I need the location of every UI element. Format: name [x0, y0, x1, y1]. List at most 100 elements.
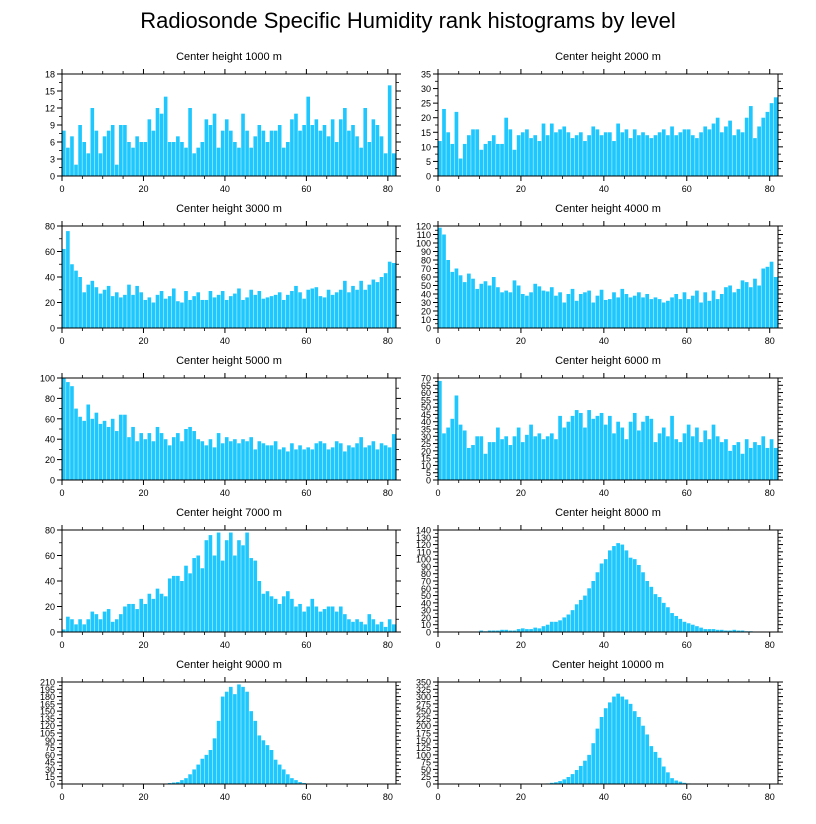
panel-8-bar: [661, 602, 666, 632]
panel-8-title: Center height 8000 m: [555, 507, 661, 519]
panel-9-bar: [277, 764, 282, 784]
panel-8-bar: [653, 594, 658, 632]
panel-1-bar: [78, 125, 82, 176]
panel-6-bar: [496, 427, 500, 480]
panel-10-xtick-label: 60: [682, 792, 692, 802]
panel-6-bar: [703, 430, 708, 480]
panel-1-bar: [334, 142, 339, 176]
panel-5-xtick-label: 80: [383, 488, 393, 498]
panel-1-bar: [90, 108, 95, 176]
panel-6-bar: [653, 442, 658, 480]
panel-7-xtick-label: 80: [383, 640, 393, 650]
panel-3-bar: [355, 289, 359, 328]
panel-1-ytick-label: 0: [50, 172, 55, 182]
panel-1-bar: [114, 164, 119, 176]
panel-2-bar: [595, 129, 600, 176]
panel-5-bar: [290, 443, 294, 480]
panel-9-bar: [220, 696, 225, 784]
panel-9-ytick-label: 45: [45, 758, 55, 768]
panel-7-bar: [277, 603, 282, 632]
panel-3-bar: [367, 284, 372, 328]
panel-2-bar: [715, 117, 720, 176]
panel-7-bar: [294, 606, 298, 632]
panel-1-bar: [127, 142, 131, 176]
panel-3-bar: [131, 294, 135, 328]
panel-4-ytick-label: 50: [421, 281, 431, 291]
panel-2-bar: [562, 126, 567, 176]
panel-6-bar: [537, 433, 542, 480]
panel-6-bar: [516, 427, 521, 480]
panel-7-bar: [220, 560, 225, 632]
panel-5-bar: [229, 441, 233, 480]
panel-9-bar: [216, 720, 221, 784]
panel-5-bar: [273, 441, 278, 480]
panel-6-bar: [637, 430, 641, 480]
panel-3-bar: [123, 294, 127, 328]
panel-6-bar: [533, 436, 538, 480]
panel-8-bar: [516, 629, 521, 632]
panel-7-bar: [200, 568, 205, 632]
panel-3-bar: [290, 291, 294, 328]
panel-8-bar: [554, 621, 558, 632]
panel-2-bar: [500, 143, 504, 176]
panel-3-xtick-label: 0: [59, 336, 64, 346]
panel-10-bar: [591, 743, 596, 784]
panel-3-bar: [286, 294, 290, 328]
panel-8-bar: [649, 586, 654, 632]
panel-7-bar: [196, 555, 201, 632]
panel-2-bar: [753, 138, 757, 176]
panel-1-bar: [233, 142, 237, 176]
panel-5-bar: [135, 441, 139, 480]
panel-10-bar: [583, 760, 587, 784]
panel-8-bar: [491, 630, 496, 632]
panel-5-bar: [286, 451, 290, 480]
panel-1-bar: [110, 125, 115, 176]
panel-6-bar: [471, 445, 475, 480]
panel-9-xtick-label: 80: [383, 792, 393, 802]
panel-10-ytick-label: 50: [421, 765, 431, 775]
panel-3-bar: [212, 297, 217, 328]
panel-6-bar: [661, 427, 666, 480]
panel-8-xtick-label: 60: [682, 640, 692, 650]
panel-7-bar: [163, 596, 168, 632]
panel-4-bar: [574, 300, 579, 328]
panel-6-bar: [545, 436, 550, 480]
panel-8-bar: [595, 572, 600, 632]
panel-6-ytick-label: 0: [426, 476, 431, 486]
panel-8-bar: [587, 588, 591, 632]
panel-9-bar: [229, 686, 233, 784]
panel-6-bar: [695, 427, 699, 480]
panel-8-bar: [599, 563, 604, 632]
panel-2-bar: [711, 123, 716, 176]
panel-8-ytick-label: 30: [421, 606, 431, 616]
panel-2-bar: [454, 111, 459, 176]
panel-4-ytick-label: 100: [416, 239, 431, 249]
panel-4-bar: [491, 277, 496, 328]
panel-1-bar: [70, 136, 74, 176]
panel-3-bar: [155, 294, 160, 328]
panel-10-bar: [612, 696, 616, 784]
panel-1-ytick-label: 9: [50, 121, 55, 131]
panel-7-bar: [257, 581, 262, 632]
panel-3-bar: [237, 288, 241, 328]
panel-6-bar: [591, 418, 596, 480]
panel-8-bar: [732, 629, 737, 632]
panel-5-bar: [171, 437, 176, 480]
panel-3-bar: [171, 288, 176, 328]
panel-8-bar: [562, 617, 567, 632]
panel-1-bar: [119, 125, 123, 176]
panel-2-bar: [724, 126, 728, 176]
panel-10-bar: [574, 770, 579, 784]
panel-7-ytick-label: 60: [45, 551, 55, 561]
panel-5-bar: [114, 431, 119, 480]
panel-7-bar: [106, 609, 111, 632]
panel-8-bar: [558, 620, 562, 632]
panel-2-bar: [757, 126, 761, 176]
panel-4-bar: [740, 280, 745, 328]
panel-7-bar: [114, 619, 119, 632]
panel-9-bar: [281, 769, 286, 784]
panel-5-bar: [375, 449, 380, 480]
panel-5-ytick-label: 20: [45, 455, 55, 465]
panel-8-ytick-label: 50: [421, 591, 431, 601]
panel-10-ytick-label: 325: [416, 685, 431, 695]
